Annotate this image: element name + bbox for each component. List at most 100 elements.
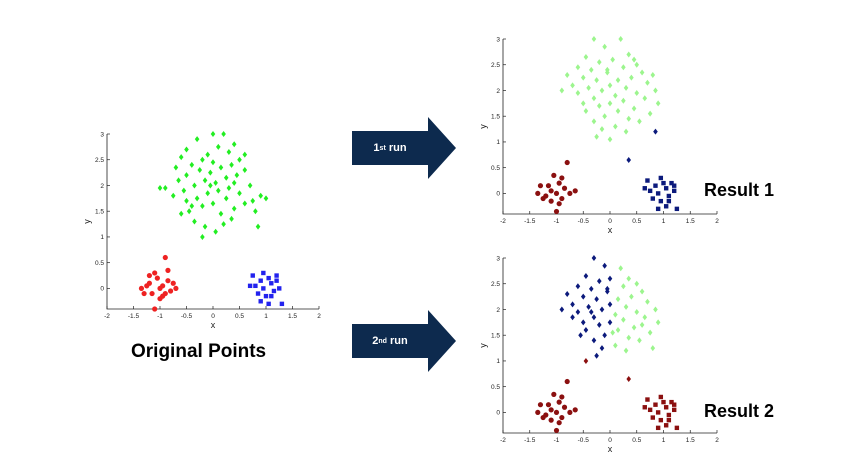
circle-point bbox=[537, 183, 544, 189]
diamond-point bbox=[647, 110, 653, 117]
circle-point bbox=[556, 399, 562, 405]
x-tick-label: 2 bbox=[715, 437, 719, 444]
circle-point bbox=[138, 285, 145, 292]
diamond-point bbox=[221, 221, 226, 228]
square-point bbox=[271, 288, 277, 294]
x-tick-label: -2 bbox=[104, 313, 110, 320]
square-point bbox=[250, 273, 255, 278]
circle-point bbox=[545, 402, 552, 408]
diamond-point bbox=[629, 293, 634, 300]
diamond-point bbox=[192, 218, 197, 225]
square-point bbox=[658, 198, 664, 204]
second-run-suffix: nd bbox=[378, 337, 387, 345]
diamond-point bbox=[263, 195, 269, 202]
diamond-point bbox=[255, 223, 261, 230]
circle-point bbox=[162, 254, 168, 261]
diamond-point bbox=[621, 283, 626, 290]
diamond-point bbox=[580, 74, 586, 81]
circle-point bbox=[559, 175, 565, 181]
diamond-point bbox=[626, 334, 632, 341]
diamond-point bbox=[194, 195, 200, 202]
diamond-point bbox=[607, 82, 613, 89]
diamond-point bbox=[205, 190, 210, 197]
diamond-point bbox=[623, 84, 629, 91]
diamond-point bbox=[231, 205, 237, 212]
diamond-point bbox=[626, 51, 632, 58]
y-tick-label: 2.5 bbox=[491, 62, 500, 69]
second-run-word: run bbox=[390, 335, 408, 347]
square-point bbox=[258, 299, 263, 304]
y-axis-label: y bbox=[82, 219, 92, 224]
circle-point bbox=[559, 414, 565, 421]
circle-point bbox=[548, 198, 554, 204]
diamond-point bbox=[588, 285, 594, 292]
diamond-point bbox=[599, 87, 605, 94]
diamond-point bbox=[631, 56, 637, 63]
square-point bbox=[645, 397, 650, 402]
diamond-point bbox=[588, 66, 594, 73]
diamond-point bbox=[591, 337, 597, 344]
circle-point bbox=[149, 290, 155, 297]
diamond-point bbox=[221, 131, 226, 137]
diamond-point bbox=[229, 215, 234, 222]
circle-point bbox=[561, 185, 568, 191]
diamond-point bbox=[653, 306, 658, 313]
diamond-point bbox=[258, 192, 263, 199]
diamond-point bbox=[575, 309, 581, 316]
square-point bbox=[663, 186, 669, 191]
diamond-point bbox=[607, 319, 613, 326]
first-run-ordinal: 1 bbox=[373, 142, 380, 154]
diamond-point bbox=[591, 118, 597, 125]
diamond-point bbox=[615, 108, 621, 115]
diamond-point bbox=[216, 187, 221, 194]
y-tick-label: 1.5 bbox=[95, 209, 104, 216]
diamond-point bbox=[626, 275, 632, 282]
x-tick-label: -2 bbox=[500, 437, 506, 444]
diamond-point bbox=[645, 298, 650, 305]
diamond-point bbox=[229, 161, 234, 168]
circle-point bbox=[170, 280, 176, 286]
diamond-point bbox=[213, 228, 218, 235]
diamond-point bbox=[202, 223, 208, 230]
circle-point bbox=[537, 402, 544, 408]
circle-point bbox=[165, 267, 171, 273]
y-tick-label: 2.5 bbox=[491, 281, 500, 288]
x-axis-label: x bbox=[608, 444, 613, 454]
y-tick-label: 2.5 bbox=[95, 157, 104, 164]
diamond-point bbox=[559, 306, 565, 313]
circle-point bbox=[564, 378, 570, 385]
x-tick-label: -1.5 bbox=[524, 437, 536, 444]
y-tick-label: 3 bbox=[100, 131, 104, 138]
diamond-point bbox=[242, 167, 248, 174]
diamond-point bbox=[607, 275, 613, 282]
result-2-caption: Result 2 bbox=[704, 401, 775, 421]
diamond-point bbox=[184, 197, 189, 204]
diamond-point bbox=[591, 95, 597, 102]
diamond-point bbox=[181, 187, 187, 194]
circle-point bbox=[556, 180, 562, 186]
diamond-point bbox=[653, 128, 658, 135]
square-point bbox=[261, 286, 266, 291]
y-tick-label: 1 bbox=[100, 234, 104, 241]
circle-point bbox=[553, 409, 560, 416]
square-point bbox=[255, 291, 261, 296]
square-point bbox=[261, 270, 266, 276]
square-point bbox=[258, 278, 263, 283]
square-point bbox=[672, 188, 677, 194]
x-tick-label: 1 bbox=[662, 437, 666, 444]
circle-point bbox=[540, 195, 546, 202]
diamond-point bbox=[623, 128, 629, 135]
y-tick-label: 1 bbox=[496, 139, 500, 146]
diamond-point bbox=[599, 306, 605, 313]
diamond-point bbox=[583, 273, 589, 280]
square-point bbox=[650, 196, 655, 201]
x-tick-label: 1 bbox=[662, 218, 666, 225]
axes-frame bbox=[502, 39, 717, 215]
diamond-point bbox=[623, 303, 629, 310]
x-tick-label: 0 bbox=[608, 218, 612, 225]
diamond-point bbox=[602, 113, 607, 120]
diamond-point bbox=[210, 159, 216, 166]
circle-point bbox=[553, 190, 560, 197]
